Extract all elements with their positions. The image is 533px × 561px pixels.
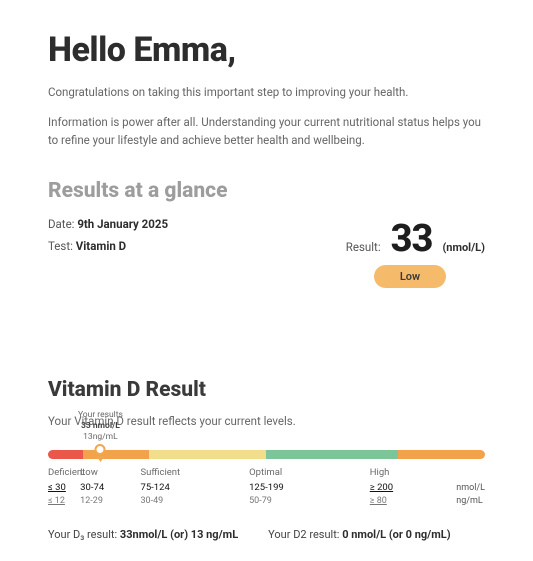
scale-label-deficient: Deficient ≤ 30 ≤ 12 — [48, 467, 80, 506]
range-name: Sufficient — [141, 467, 250, 478]
scale-segment-sufficient — [149, 450, 267, 459]
range-nmol: 75-124 — [141, 482, 250, 493]
scale-segment-optimal — [266, 450, 397, 459]
range-nmol: 30-74 — [80, 482, 140, 493]
scale-labels: Deficient≤ 30≤ 12Low30-7412-29Sufficient… — [48, 467, 450, 506]
scale-label-low: Low 30-74 12-29 — [80, 467, 140, 506]
detail-title: Vitamin D Result — [48, 378, 485, 402]
intro-block: Congratulations on taking this important… — [48, 84, 485, 149]
scale-label-optimal: Optimal 125-199 50-79 — [249, 467, 370, 506]
health-report-page: Hello Emma, Congratulations on taking th… — [0, 0, 533, 561]
range-name: High — [370, 467, 450, 478]
d2-label: Your D2 result: — [268, 528, 342, 541]
unit-nmol: nmol/L — [456, 483, 485, 493]
range-name: Low — [80, 467, 140, 478]
test-value: Vitamin D — [76, 239, 126, 253]
scale-label-sufficient: Sufficient 75-124 30-49 — [141, 467, 250, 506]
d3-result: Your D₃ result: 33nmol/L (or) 13 ng/mL — [48, 528, 238, 541]
date-label: Date: — [48, 217, 77, 231]
intro-paragraph-2: Information is power after all. Understa… — [48, 114, 485, 150]
d3-label: Your D₃ result: — [48, 528, 120, 541]
scale-segment-high — [398, 450, 485, 459]
result-marker: Your results 33 nmol/L 13ng/mL — [78, 410, 123, 455]
glance-title: Results at a glance — [48, 179, 485, 203]
glance-row: Date: 9th January 2025 Test: Vitamin D R… — [48, 217, 485, 288]
intro-paragraph-1: Congratulations on taking this important… — [48, 84, 485, 102]
unit-ng: ng/mL — [456, 496, 485, 506]
sub-results: Your D₃ result: 33nmol/L (or) 13 ng/mL Y… — [48, 528, 485, 541]
glance-result: Result: 33 (nmol/L) Low — [335, 217, 485, 288]
range-name: Deficient — [48, 467, 80, 478]
d2-result: Your D2 result: 0 nmol/L (or 0 ng/mL) — [268, 528, 450, 541]
range-ng: ≥ 80 — [370, 496, 450, 506]
glance-meta: Date: 9th January 2025 Test: Vitamin D — [48, 217, 168, 288]
test-label: Test: — [48, 239, 76, 253]
range-ng: 30-49 — [141, 496, 250, 506]
result-value: 33 — [391, 217, 433, 261]
range-ng: 50-79 — [249, 496, 370, 506]
scale-label-high: High ≥ 200 ≥ 80 — [370, 467, 450, 506]
status-badge: Low — [374, 265, 446, 288]
range-ng: 12-29 — [80, 496, 140, 506]
scale-units: nmol/L ng/mL — [456, 459, 485, 506]
result-unit: (nmol/L) — [442, 241, 485, 254]
detail-section: Vitamin D Result Your Vitamin D result r… — [48, 378, 485, 541]
glance-date: Date: 9th January 2025 — [48, 217, 168, 231]
d3-value: 33nmol/L (or) 13 ng/mL — [120, 528, 238, 541]
d2-value: 0 nmol/L (or 0 ng/mL) — [342, 528, 450, 541]
range-name: Optimal — [249, 467, 370, 478]
greeting-heading: Hello Emma, — [48, 30, 485, 70]
range-ng: ≤ 12 — [48, 496, 80, 506]
date-value: 9th January 2025 — [77, 217, 168, 231]
range-nmol: ≤ 30 — [48, 482, 80, 493]
marker-label-2: 33 nmol/L — [81, 421, 120, 431]
result-label: Result: — [346, 240, 381, 254]
marker-label-3: 13ng/mL — [83, 432, 118, 442]
range-nmol: 125-199 — [249, 482, 370, 493]
marker-pin-icon — [95, 444, 106, 455]
scale-chart: Your results 33 nmol/L 13ng/mL Deficient… — [48, 450, 485, 506]
glance-test: Test: Vitamin D — [48, 239, 168, 253]
marker-label-1: Your results — [78, 410, 123, 420]
marker-label: Your results 33 nmol/L 13ng/mL — [78, 410, 123, 442]
range-nmol: ≥ 200 — [370, 482, 450, 493]
